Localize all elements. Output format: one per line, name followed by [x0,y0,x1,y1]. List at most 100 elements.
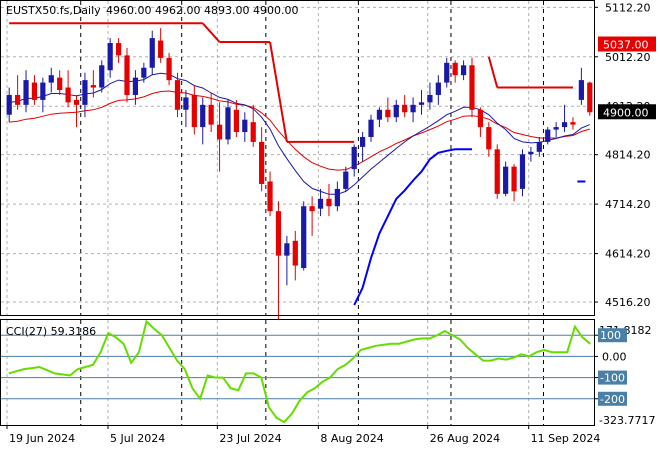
candle-body [494,149,500,194]
time-tick-label: 11 Sep 2024 [531,432,601,445]
cci-level-badge [598,391,627,406]
cci-min-label: -323.7717 [599,414,655,427]
cci-level-label: -200 [600,393,625,406]
ohlc-header: 4960.00 4962.00 4893.00 4900.00 [106,4,298,17]
session-separators [80,1,545,425]
candle-body [242,119,248,133]
resistance-line [201,22,221,43]
candle-body [452,62,458,76]
candle-body [444,62,450,83]
price-tick-label: 5012.20 [605,51,651,64]
candle-body [216,124,223,140]
candle-body [343,171,349,189]
candle-body [511,166,517,192]
candle-body [368,119,374,137]
candle-body [536,141,542,152]
cci-line [8,319,591,424]
candle-body [587,82,593,113]
price-badge [598,36,656,52]
candle-body [200,104,206,128]
candle-body [141,67,147,78]
candle-body [82,80,88,105]
support-line [353,148,472,306]
candle-body [317,198,324,209]
candle-body [275,211,282,256]
time-tick-label: 8 Aug 2024 [320,432,383,445]
candle-body [115,43,122,56]
symbol-header: EUSTX50.fs,Daily [6,4,101,17]
candle-body [528,151,534,155]
candle-body [351,146,357,170]
cci-level-label: 0.00 [602,350,627,363]
candle-body [418,102,425,105]
ema-fast-line [9,72,590,195]
candle-body [149,38,155,68]
price-tick-label: 4714.20 [605,198,651,211]
panel-frames [0,0,595,426]
candle-body [545,129,551,142]
candle-body [191,94,197,128]
price-badge-label: 5037.00 [603,39,649,52]
ema-slow-line [9,90,590,171]
candle-body [31,82,38,100]
candle-body [503,166,509,194]
cci-level-label: -100 [600,372,625,385]
candle-body [477,109,484,128]
indicator-lines [8,22,591,424]
candle-body [124,55,130,95]
cci-header: CCI(27) 59.3186 [6,325,96,338]
resistance-line [487,56,499,88]
candle-body [233,109,240,133]
candle-body [376,109,383,120]
candle-body [359,136,366,147]
candle-body [65,87,71,103]
candle-body [561,122,568,128]
candle-body [553,127,559,130]
price-tick-label: 4516.20 [605,296,651,309]
candle-body [301,206,307,269]
cci-levels [1,334,594,400]
candle-body [99,65,105,88]
candle-body [393,104,399,118]
price-badge [598,104,656,120]
candle-body [326,198,332,207]
candle-body [208,104,214,125]
price-panel-frame [0,0,595,316]
time-tick-label: 5 Jul 2024 [110,432,165,445]
candle-body [132,77,139,95]
candle-body [166,57,172,81]
candle-body [292,240,298,266]
cci-level-badge [598,328,627,343]
time-tick-label: 23 Jul 2024 [219,432,281,445]
candle-body [15,94,21,105]
candle-body [578,80,584,100]
candlesticks [6,28,593,320]
candle-body [435,82,441,95]
candle-body [40,82,46,100]
candle-body [334,188,340,207]
cci-level-label: 100 [600,329,621,342]
candle-body [48,75,54,83]
cci-panel-frame [0,319,595,426]
candle-body [385,109,391,118]
candle-body [486,127,492,150]
time-tick-label: 19 Jun 2024 [9,432,75,445]
candle-body [519,154,526,189]
candle-body [427,94,433,103]
candle-body [158,40,164,58]
candle-body [73,99,80,105]
candle-body [183,97,189,110]
price-badge-label: 4900.00 [603,106,649,119]
candle-body [309,206,315,212]
candle-body [174,80,181,110]
price-tick-label: 4614.20 [605,248,651,261]
price-tick-label: 5112.20 [605,1,651,14]
candle-body [460,65,467,76]
price-tick-label: 4814.20 [605,149,651,162]
candle-body [6,94,12,115]
candle-body [250,122,256,142]
candle-body [410,104,416,113]
candle-body [23,80,29,105]
